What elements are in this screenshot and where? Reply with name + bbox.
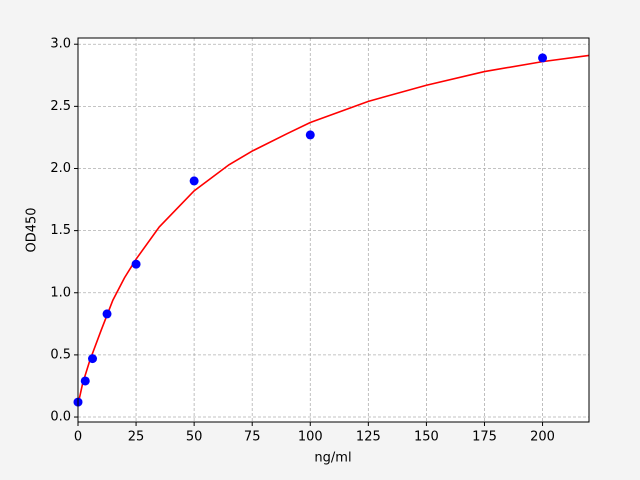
fit-curve <box>77 54 590 405</box>
data-point <box>80 376 90 386</box>
data-point <box>538 53 548 63</box>
data-point <box>305 130 315 140</box>
axes-frame <box>77 37 590 423</box>
data-point <box>189 176 199 186</box>
y-tick-label: 0.5 <box>50 347 71 362</box>
data-point <box>131 259 141 269</box>
plot-area <box>78 38 589 422</box>
y-tick-label: 1.5 <box>50 223 71 238</box>
x-tick-label: 200 <box>530 430 555 445</box>
x-tick-label: 100 <box>298 430 323 445</box>
data-point <box>88 354 98 364</box>
x-tick-label: 0 <box>74 430 82 445</box>
y-axis-label: OD450 <box>25 207 40 252</box>
x-tick-label: 75 <box>244 430 261 445</box>
x-tick-label: 25 <box>128 430 145 445</box>
x-tick-label: 50 <box>186 430 203 445</box>
x-tick-label: 125 <box>356 430 381 445</box>
y-tick-label: 2.0 <box>50 161 71 176</box>
x-tick-label: 175 <box>472 430 497 445</box>
data-point <box>102 309 112 319</box>
y-tick-label: 1.0 <box>50 285 71 300</box>
y-tick-label: 2.5 <box>50 99 71 114</box>
y-tick-label: 3.0 <box>50 37 71 52</box>
x-axis-label: ng/ml <box>314 451 351 466</box>
y-tick-label: 0.0 <box>50 410 71 425</box>
x-tick-label: 150 <box>414 430 439 445</box>
